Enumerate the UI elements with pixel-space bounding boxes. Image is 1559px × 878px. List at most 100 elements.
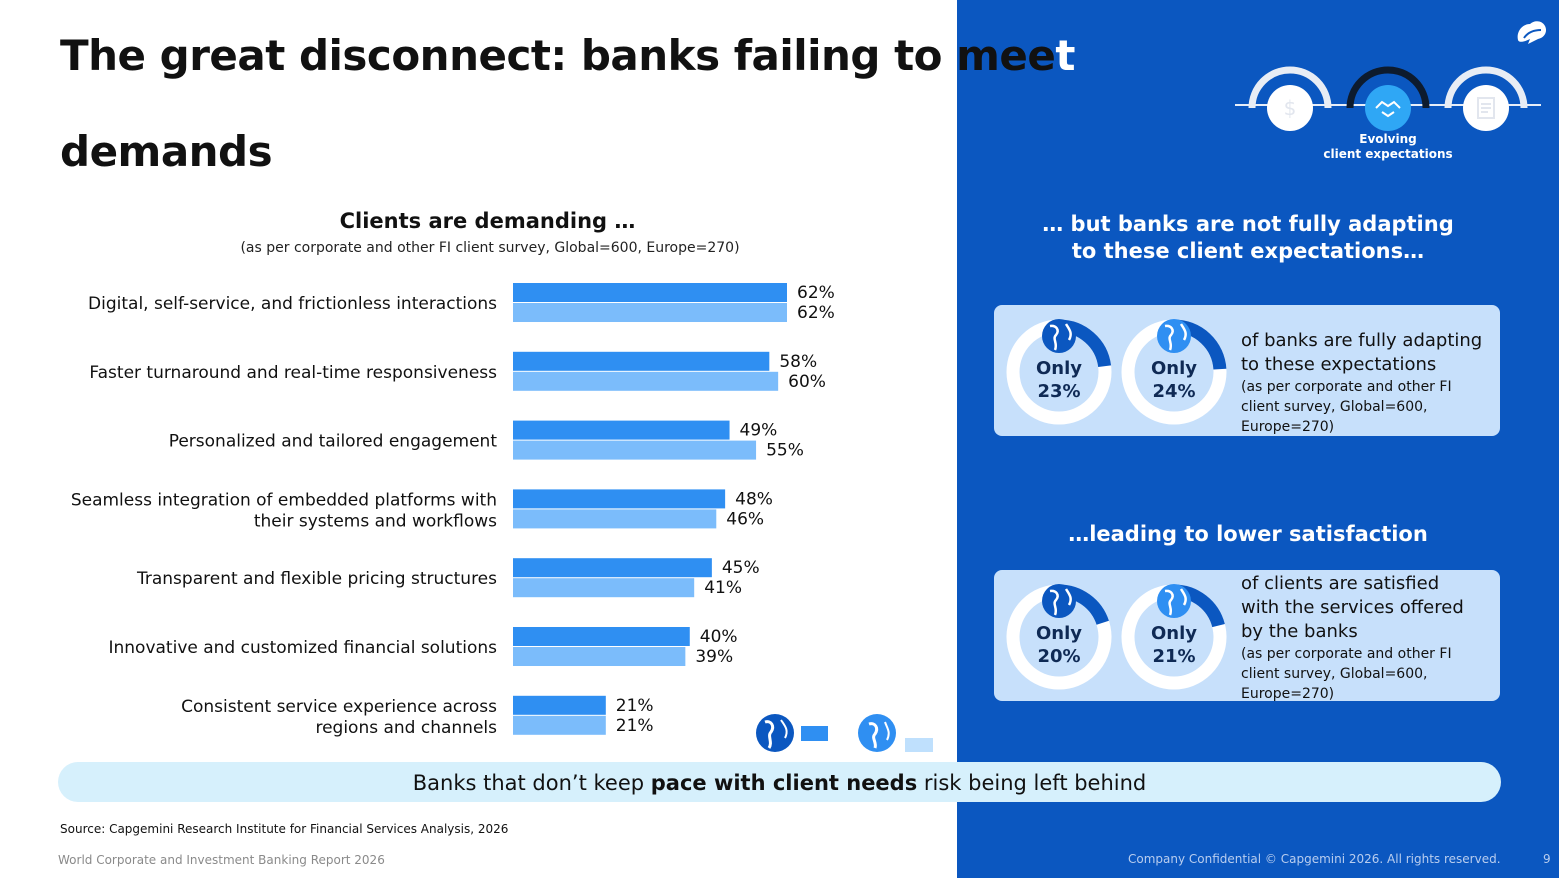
chart-subtitle: (as per corporate and other FI client su…: [240, 240, 740, 256]
bar-global: [513, 558, 712, 578]
right-heading-1-line-2: to these client expectations…: [1071, 239, 1425, 263]
category-label: Transparent and flexible pricing structu…: [136, 569, 497, 589]
card-note: (as per corporate and other FI client su…: [1241, 379, 1452, 435]
satisfaction-card-text: of clients are satisfied with the servic…: [1241, 572, 1496, 704]
ring-prefix: Only: [1035, 358, 1083, 379]
bar-global: [513, 420, 730, 440]
stepper-caption-line-1: Evolving: [1359, 132, 1417, 146]
data-label: 55%: [766, 441, 804, 461]
category-label: Digital, self-service, and frictionless …: [88, 294, 497, 314]
card-note: (as per corporate and other FI client su…: [1241, 646, 1452, 702]
stepper-caption: Evolving client expectations: [1235, 132, 1541, 162]
footer-report-name: World Corporate and Investment Banking R…: [58, 853, 385, 867]
bar-global: [513, 351, 770, 371]
bar-europe: [513, 647, 686, 666]
data-label: 46%: [726, 509, 764, 529]
capgemini-logo-icon: [1517, 21, 1547, 44]
right-heading-2: …leading to lower satisfaction: [1068, 522, 1428, 546]
ring-value: 21%: [1152, 646, 1196, 667]
ring-global-satisfaction: Only 20%: [1006, 584, 1112, 690]
legend-europe: [858, 714, 933, 752]
page-title: The great disconnect: banks failing to m…: [60, 32, 1180, 176]
stepper-caption-line-2: client expectations: [1323, 147, 1453, 161]
bar-europe: [513, 578, 695, 598]
category-label: their systems and workflows: [254, 511, 497, 531]
step-dollar[interactable]: $: [1248, 66, 1332, 150]
category-label: Consistent service experience across: [181, 697, 497, 717]
globe-europe-icon: [858, 714, 896, 752]
bar-global: [513, 695, 606, 715]
legend-swatch-global: [801, 726, 828, 741]
category-label: Seamless integration of embedded platfor…: [71, 490, 497, 510]
step-document[interactable]: [1444, 66, 1528, 150]
step-handshake[interactable]: [1346, 66, 1430, 150]
category-label: Personalized and tailored engagement: [169, 432, 498, 452]
bar-global: [513, 283, 787, 302]
data-label: 48%: [735, 489, 773, 509]
bar-europe: [513, 715, 606, 735]
category-label: regions and channels: [315, 718, 497, 738]
category-label: Faster turnaround and real-time responsi…: [89, 363, 497, 383]
key-message-banner: Banks that don’t keep pace with client n…: [58, 762, 1501, 802]
right-panel: [957, 0, 1559, 878]
ring-global-adapting: Only 23%: [1006, 319, 1112, 425]
section-stepper: $ Evolving client expectations: [1235, 60, 1541, 170]
dollar-icon: $: [1284, 96, 1297, 120]
right-heading-1: … but banks are not fully adapting to th…: [1000, 211, 1496, 265]
bar-chart: 62%62% Digital, self-service, and frictio…: [71, 283, 835, 738]
data-label: 21%: [616, 696, 654, 716]
bar-europe: [513, 440, 757, 460]
data-label: 60%: [788, 372, 826, 392]
card-text-line: by the banks: [1241, 621, 1358, 642]
data-label: 21%: [616, 716, 654, 736]
ring-europe-satisfaction: Only 21%: [1121, 584, 1227, 690]
bar-europe: [513, 509, 717, 529]
card-text-line: of clients are satisfied: [1241, 573, 1440, 594]
globe-europe-icon: [1157, 319, 1191, 353]
globe-americas-icon: [1042, 319, 1076, 353]
ring-prefix: Only: [1035, 623, 1083, 644]
category-label: Innovative and customized financial solu…: [108, 638, 497, 658]
card-text-line: of banks are fully adapting: [1241, 330, 1483, 351]
card-text-line: to these expectations: [1241, 354, 1437, 375]
page-number: 9: [1543, 852, 1551, 866]
data-label: 49%: [740, 421, 778, 441]
bar-global: [513, 489, 726, 509]
adapting-card-text: of banks are fully adapting to these exp…: [1241, 329, 1496, 437]
ring-europe-adapting: Only 24%: [1121, 319, 1227, 425]
card-text-line: with the services offered: [1241, 597, 1464, 618]
satisfaction-card: Only 20% Only 21% of clients are satisfied…: [994, 570, 1500, 704]
bar-global: [513, 627, 690, 646]
title-part-2: t clients’: [60, 31, 1075, 128]
source-note: Source: Capgemini Research Institute for…: [60, 822, 509, 836]
adapting-card: Only 23% Only 24% of banks are fully adapt…: [994, 305, 1500, 436]
handshake-icon: [1375, 100, 1401, 118]
ring-value: 20%: [1037, 646, 1081, 667]
bar-europe: [513, 371, 779, 391]
banner-text-bold: pace with client needs: [650, 771, 918, 795]
legend-global: [756, 714, 828, 752]
ring-value: 23%: [1037, 381, 1081, 402]
banner-text-after: risk being left behind: [917, 771, 1147, 795]
ring-value: 24%: [1152, 381, 1196, 402]
title-line-2: demands: [60, 127, 273, 176]
legend-swatch-europe: [905, 738, 933, 752]
data-label: 62%: [797, 303, 835, 323]
right-heading-1-line-1: … but banks are not fully adapting: [1042, 212, 1454, 236]
chart-title: Clients are demanding …: [339, 209, 636, 233]
globe-americas-icon: [1042, 584, 1076, 618]
document-icon: [1477, 97, 1495, 119]
ring-prefix: Only: [1150, 623, 1198, 644]
data-label: 45%: [722, 558, 760, 578]
globe-americas-icon: [756, 714, 794, 752]
data-label: 40%: [700, 627, 738, 647]
globe-europe-icon: [1157, 584, 1191, 618]
footer-copyright: Company Confidential © Capgemini 2026. A…: [1128, 852, 1501, 866]
title-part-1: The great disconnect: banks failing to m…: [60, 31, 1056, 80]
data-label: 39%: [695, 647, 733, 667]
banner-text-before: Banks that don’t keep: [412, 771, 651, 795]
data-label: 58%: [779, 352, 817, 372]
ring-prefix: Only: [1150, 358, 1198, 379]
bar-europe: [513, 303, 787, 322]
data-label: 41%: [704, 578, 742, 598]
